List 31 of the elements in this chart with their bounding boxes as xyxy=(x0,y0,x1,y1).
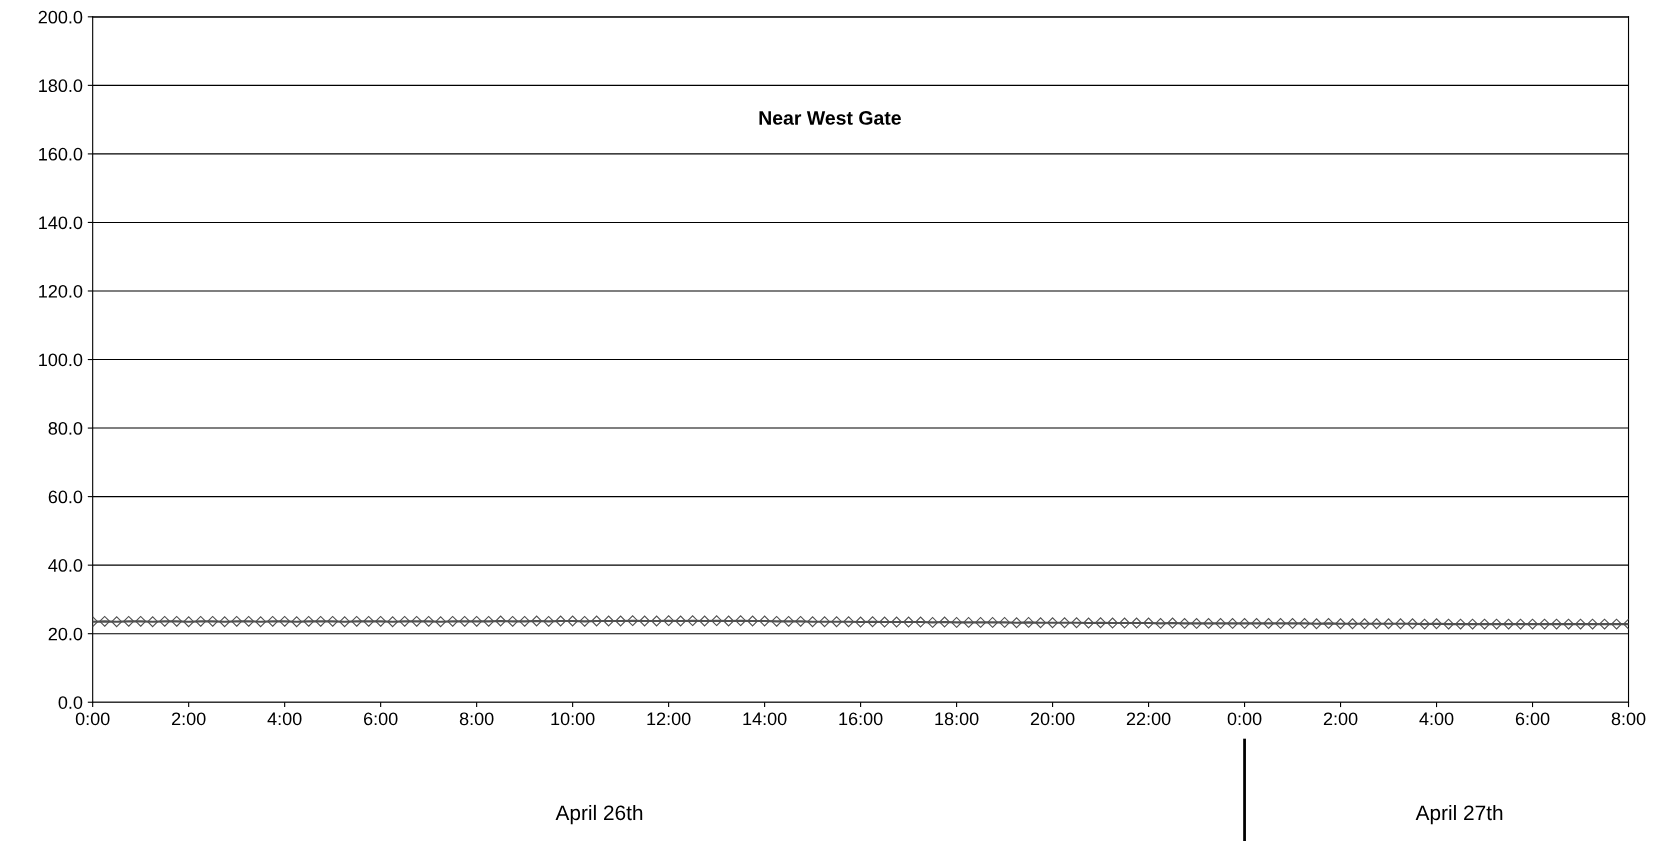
y-tick-label: 160.0 xyxy=(39,147,83,161)
x-tick-label: 0:00 xyxy=(1227,712,1262,726)
x-tick-label: 2:00 xyxy=(172,712,206,726)
x-tick-label: 6:00 xyxy=(364,712,398,726)
x-tick-label: 10:00 xyxy=(551,712,595,726)
y-tick-label: 40.0 xyxy=(48,559,83,572)
x-tick-label: 22:00 xyxy=(1126,712,1171,726)
y-tick-label: 80.0 xyxy=(48,422,83,435)
x-tick-label: 18:00 xyxy=(935,712,979,726)
x-tick-label: 12:00 xyxy=(647,712,691,726)
text: Near West Gate xyxy=(759,111,901,125)
x-tick-label: 6:00 xyxy=(1515,712,1550,726)
x-tick-label: 14:00 xyxy=(743,712,787,726)
x-tick-label: 16:00 xyxy=(839,712,883,726)
y-tick-label: 20.0 xyxy=(48,627,83,641)
y-tick-label: 0.0 xyxy=(58,696,83,709)
text: April 27th xyxy=(1415,804,1503,825)
y-tick-label: 120.0 xyxy=(39,284,83,298)
x-tick-label: 20:00 xyxy=(1030,712,1075,726)
x-tick-label: 8:00 xyxy=(1611,712,1646,726)
y-tick-label: 180.0 xyxy=(39,79,83,93)
x-tick-label: 0:00 xyxy=(75,712,110,726)
x-tick-label: 4:00 xyxy=(267,712,302,726)
y-tick-label: 60.0 xyxy=(48,490,83,504)
x-tick-label: 8:00 xyxy=(459,712,494,726)
y-tick-label: 140.0 xyxy=(39,216,83,230)
x-tick-label: 4:00 xyxy=(1419,712,1454,726)
y-tick-label: 200.0 xyxy=(38,10,83,24)
x-tick-label: 2:00 xyxy=(1323,712,1358,726)
text: April 26th xyxy=(555,804,643,825)
y-tick-label: 100.0 xyxy=(39,353,83,367)
